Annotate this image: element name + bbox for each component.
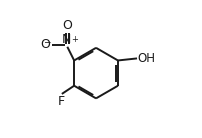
Text: N: N — [62, 33, 71, 46]
Text: +: + — [70, 35, 77, 44]
Text: −: − — [43, 38, 50, 47]
Text: O: O — [40, 38, 50, 51]
Text: OH: OH — [137, 52, 155, 65]
Text: O: O — [62, 19, 72, 32]
Text: F: F — [58, 95, 65, 108]
